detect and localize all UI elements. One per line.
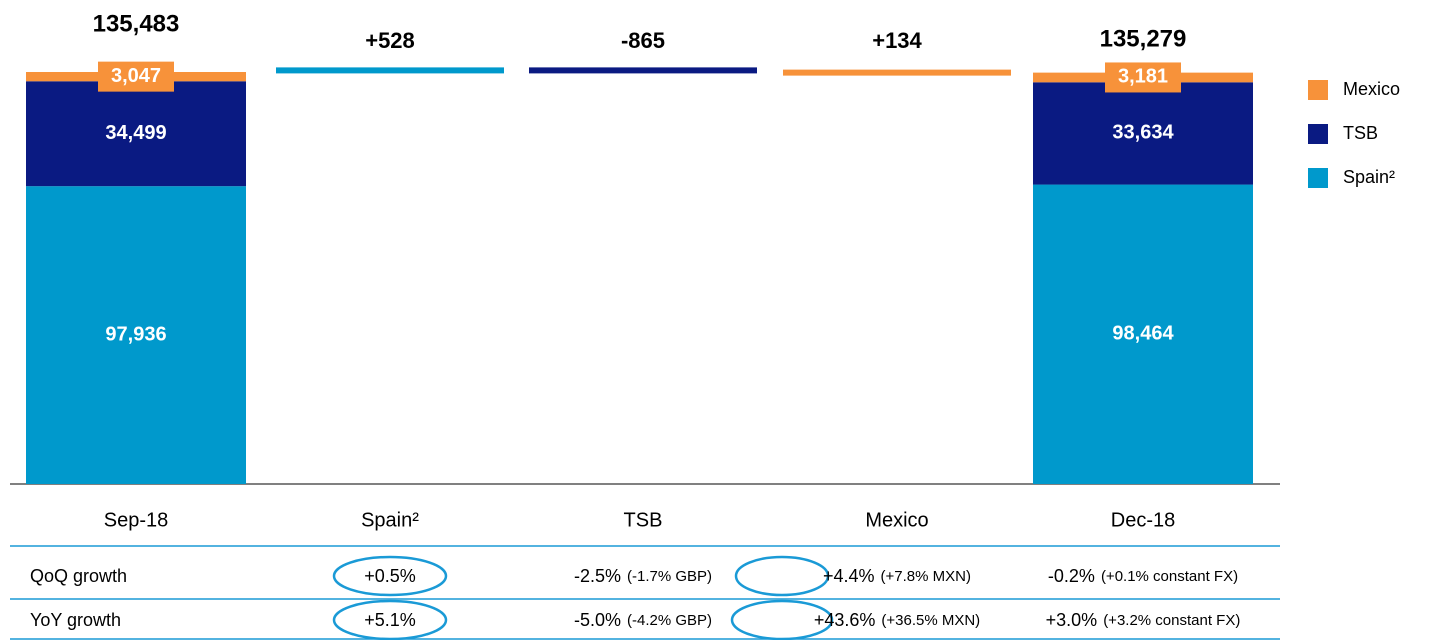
highlight-circle <box>332 599 448 640</box>
delta-label: +134 <box>872 28 922 53</box>
cell-note: (-1.7% GBP) <box>627 568 712 585</box>
table-cell: +43.6% (+36.5% MXN) <box>814 610 980 630</box>
cell-note: (-4.2% GBP) <box>627 612 712 629</box>
highlight-circle <box>730 599 834 640</box>
legend-label: TSB <box>1343 123 1378 143</box>
bar-segment <box>1033 82 1253 185</box>
legend-label: Mexico <box>1343 79 1400 99</box>
data-label: 3,047 <box>111 65 161 87</box>
cell-value: +5.1% <box>364 610 416 630</box>
cell-value: +0.5% <box>364 566 416 586</box>
table-cell: -2.5% (-1.7% GBP) <box>574 566 712 586</box>
cell-value: +43.6% <box>814 610 876 630</box>
cell-value: -5.0% <box>574 610 621 630</box>
table-cell: +0.5% <box>364 566 416 586</box>
cell-note: (+36.5% MXN) <box>881 612 980 629</box>
data-label: 97,936 <box>105 323 166 345</box>
total-label: 135,483 <box>93 10 180 37</box>
cell-note: (+0.1% constant FX) <box>1101 568 1238 585</box>
bar-segment <box>26 186 246 484</box>
cell-value: +3.0% <box>1046 610 1098 630</box>
table-cell: +3.0% (+3.2% constant FX) <box>1046 610 1241 630</box>
bar-segment <box>26 81 246 187</box>
cell-note: (+7.8% MXN) <box>881 568 971 585</box>
table-cell: +4.4% (+7.8% MXN) <box>823 566 971 586</box>
legend-swatch <box>1308 80 1328 100</box>
table-cell: +5.1% <box>364 610 416 630</box>
total-label: 135,279 <box>1100 25 1187 52</box>
cell-value: -2.5% <box>574 566 621 586</box>
delta-label: +528 <box>365 28 415 53</box>
delta-bar <box>276 67 504 74</box>
label-box <box>1105 62 1181 93</box>
x-tick-label: TSB <box>624 509 663 531</box>
cell-note: (+3.2% constant FX) <box>1103 612 1240 629</box>
cell-value: -0.2% <box>1048 566 1095 586</box>
label-box <box>98 61 174 92</box>
highlight-circle <box>734 555 830 597</box>
x-tick-label: Spain² <box>361 509 419 531</box>
legend-label: Spain² <box>1343 167 1395 187</box>
legend-swatch <box>1308 168 1328 188</box>
highlight-circles <box>332 555 834 640</box>
row-label: YoY growth <box>30 610 121 630</box>
cell-value: +4.4% <box>823 566 875 586</box>
x-tick-label: Dec-18 <box>1111 509 1175 531</box>
data-label: 3,181 <box>1118 66 1168 88</box>
highlight-circle <box>332 555 448 597</box>
table-cell: -5.0% (-4.2% GBP) <box>574 610 712 630</box>
x-tick-label: Sep-18 <box>104 509 169 531</box>
data-label: 33,634 <box>1112 122 1174 144</box>
delta-bar <box>529 67 757 74</box>
legend-swatch <box>1308 124 1328 144</box>
row-label: QoQ growth <box>30 566 127 586</box>
bar-segment <box>1033 184 1253 485</box>
table-cell: -0.2% (+0.1% constant FX) <box>1048 566 1238 586</box>
data-label: 34,499 <box>105 122 166 144</box>
delta-label: -865 <box>621 28 665 53</box>
delta-bar <box>783 69 1011 76</box>
x-tick-label: Mexico <box>865 509 928 531</box>
data-label: 98,464 <box>1112 323 1174 345</box>
